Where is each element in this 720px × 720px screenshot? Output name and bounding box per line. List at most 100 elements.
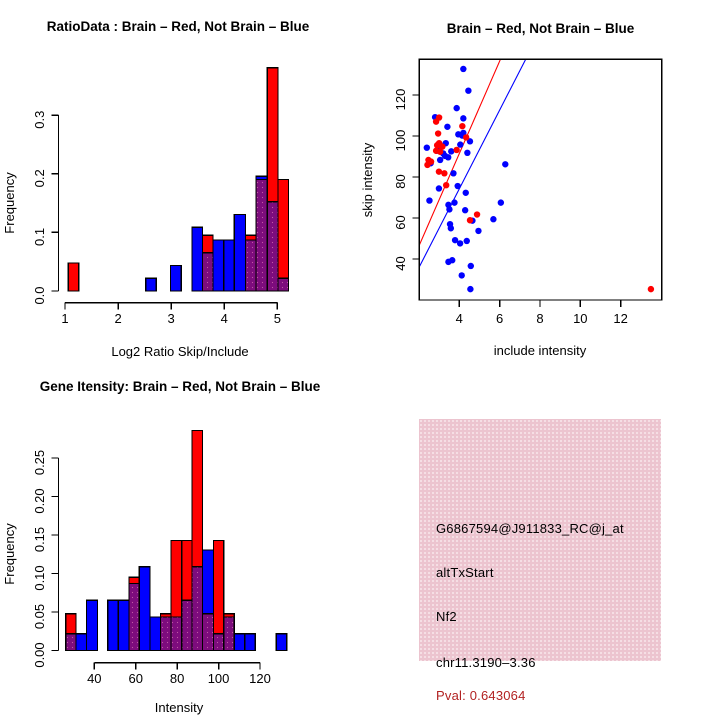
scatter-point-red [647, 285, 655, 293]
hist-bar-red [128, 576, 140, 585]
hist-bar-red [181, 539, 193, 601]
chart-title: Brain – Red, Not Brain – Blue [447, 21, 635, 36]
y-tick-label: 0.15 [32, 527, 47, 552]
x-axis-label: Log2 Ratio Skip/Include [111, 344, 248, 359]
hist-bar-overlap [201, 252, 214, 292]
x-axis-label: Intensity [155, 700, 204, 715]
x-tick-label: 60 [128, 671, 142, 686]
hist-bar-blue [233, 633, 246, 652]
scatter-point-blue [497, 199, 505, 206]
x-tick-label: 120 [249, 671, 271, 686]
hist-bar-overlap [255, 178, 268, 292]
scatter-point-blue [466, 138, 474, 145]
x-tick-label: 1 [61, 311, 68, 326]
x-tick-label: 2 [114, 311, 121, 326]
hist-bar-red [191, 429, 204, 568]
hist-bar-red [266, 67, 279, 203]
scatter-point-blue [458, 272, 465, 279]
scatter-point-red [442, 182, 450, 189]
scatter-point-blue [448, 148, 455, 155]
hist-bar-blue [86, 599, 99, 652]
hist-bar-blue [149, 616, 161, 652]
scatter-point-blue [456, 240, 464, 247]
brain-fit-line [419, 59, 501, 246]
x-axis-label: include intensity [494, 343, 587, 358]
scatter-point-blue [451, 199, 458, 206]
hist-bar-overlap [244, 239, 257, 292]
hist-bar-blue [117, 599, 130, 652]
hist-bar-blue [212, 239, 225, 292]
y-tick-label: 0.25 [32, 450, 47, 475]
hist-bar-overlap [65, 633, 77, 652]
hist-bar-overlap [159, 616, 172, 652]
x-tick-label: 10 [573, 311, 587, 326]
hist-bar-red [244, 234, 257, 241]
y-tick-label: 0.00 [32, 642, 47, 667]
scatter-point-blue [436, 156, 444, 164]
x-tick-label: 8 [536, 311, 543, 326]
hist-bar-overlap [277, 277, 290, 292]
scatter-point-blue [462, 189, 469, 196]
scatter-point-blue [453, 104, 460, 112]
hist-bar-blue [145, 277, 157, 292]
scatter-point-blue [490, 216, 497, 223]
hist-bar-blue [75, 633, 88, 652]
y-tick-label: 120 [393, 89, 408, 111]
y-tick-label: 0.10 [32, 565, 47, 590]
scatter-point-red [453, 146, 460, 154]
plot-box [418, 58, 663, 301]
scatter-point-red [441, 170, 448, 177]
scatter-point-blue [426, 197, 433, 204]
hist-bar-red [212, 539, 225, 635]
scatter-point-blue [460, 65, 467, 73]
y-tick-label: 0.1 [32, 228, 47, 246]
scatter-point-red [437, 143, 445, 150]
scatter-point-blue [450, 170, 457, 177]
intensity-scatter-chart: 4 6 8 10 12 40 60 80 100 120 Brain – Red, Not Brai… [360, 21, 663, 358]
y-tick-label: 80 [393, 174, 408, 188]
ratio-histogram-chart: 1 2 3 4 5 0.0 0.1 0.2 0.3 RatioData : Brain – Red… [2, 19, 310, 359]
scatter-point-blue [451, 236, 459, 244]
panel-ratio-histogram: 1 2 3 4 5 0.0 0.1 0.2 0.3 RatioData : Brain – Red… [0, 0, 360, 360]
hist-bar-red [65, 613, 77, 635]
scatter-point-red [427, 158, 435, 165]
hist-bar-red [201, 234, 214, 254]
y-tick-label: 0.3 [32, 111, 47, 129]
event-type-text: altTxStart [436, 565, 494, 580]
hist-bar-blue [202, 549, 214, 615]
chart-title: RatioData : Brain – Red, Not Brain – Blu… [47, 19, 310, 34]
scatter-point-blue [463, 237, 470, 245]
y-tick-label: 0.0 [32, 286, 47, 304]
scatter-point-blue [435, 185, 443, 192]
y-tick-label: 0.05 [32, 604, 47, 629]
hist-bar-red [67, 262, 80, 292]
hist-bar-overlap [128, 582, 140, 652]
hist-bar-blue [233, 213, 247, 292]
scatter-point-red [434, 130, 442, 137]
hist-bar-red [277, 178, 290, 279]
y-tick-label: 40 [393, 256, 408, 270]
x-tick-label: 100 [208, 671, 230, 686]
hist-bar-blue [223, 239, 235, 292]
y-axis-label: Frequency [2, 172, 17, 234]
y-tick-label: 0.20 [32, 488, 47, 513]
scatter-point-blue [446, 206, 453, 213]
panel-gene-info: G6867594@J911833_RC@j_at altTxStart Nf2 … [360, 360, 720, 720]
hist-bar-overlap [191, 566, 204, 652]
hist-bar-blue [138, 566, 151, 652]
hist-bar-blue [275, 633, 288, 652]
hist-bar-red [159, 613, 172, 618]
hist-bar-overlap [266, 201, 279, 292]
scatter-point-blue [475, 227, 482, 235]
x-tick-label: 4 [456, 311, 463, 326]
scatter-point-red [435, 114, 443, 121]
scatter-point-blue [423, 144, 431, 151]
scatter-point-blue [449, 257, 456, 264]
scatter-point-red [435, 168, 443, 175]
y-tick-label: 100 [393, 130, 408, 152]
hist-bar-overlap [212, 633, 225, 652]
hist-bar-red [170, 539, 183, 618]
y-tick-label: 0.2 [32, 169, 47, 187]
gene-intensity-histogram-chart: 40 60 80 100 120 0.00 0.05 0.10 0.15 0.20 0.25 Gene… [2, 379, 321, 715]
chart-title: Gene Itensity: Brain – Red, Not Brain – … [40, 379, 321, 394]
